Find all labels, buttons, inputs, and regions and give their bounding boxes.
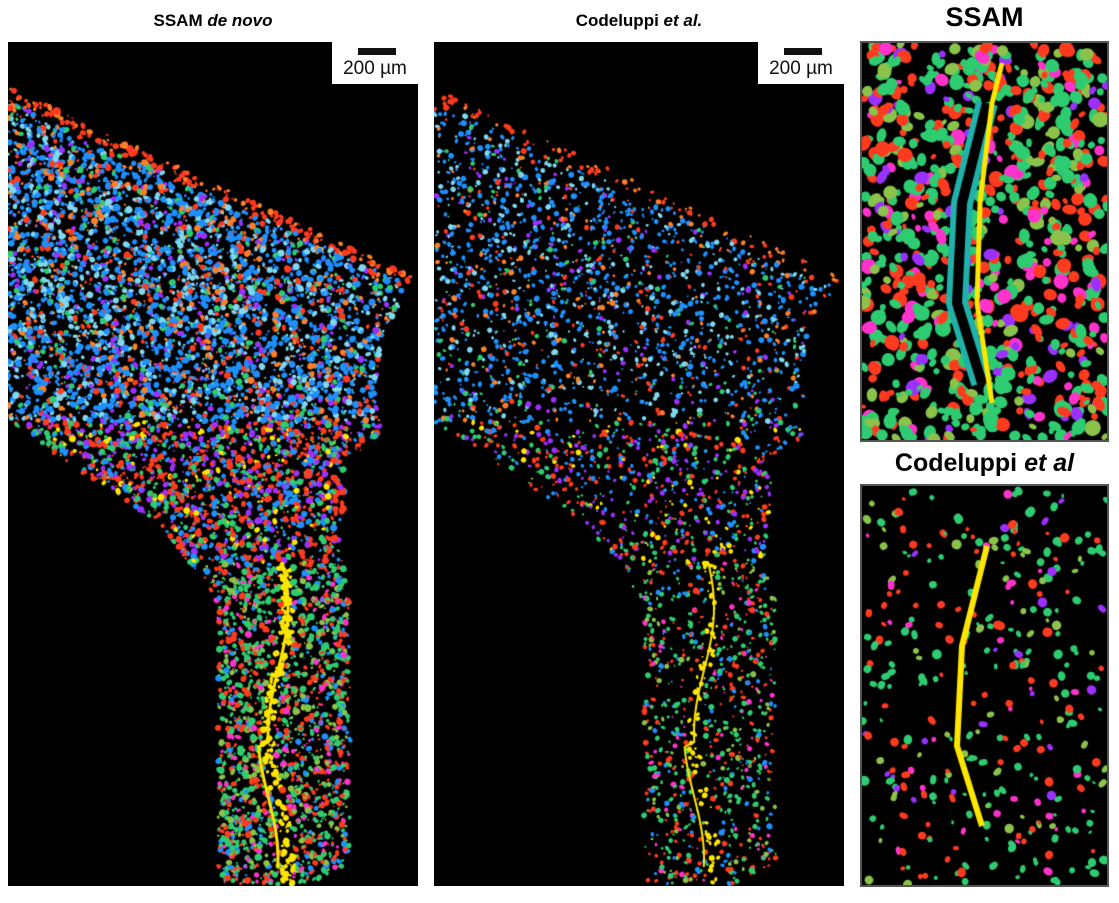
title-italic: et al xyxy=(1024,449,1075,477)
cell-type-map-image xyxy=(8,42,418,886)
title-text: SSAM xyxy=(153,11,208,30)
title-italic: de novo xyxy=(207,11,273,30)
panel4-title: Codeluppi et al xyxy=(861,449,1108,478)
scale-bar: 200 µm xyxy=(756,42,844,86)
scale-bar-label: 200 µm xyxy=(769,58,833,79)
cell-type-map-image xyxy=(434,42,844,886)
scale-bar-label: 200 µm xyxy=(343,58,407,79)
zoomed-cell-map-image xyxy=(862,43,1107,440)
title-text: Codeluppi xyxy=(894,449,1025,477)
codeluppi-map: 200 µm xyxy=(434,42,844,886)
title-italic: et al. xyxy=(663,11,703,30)
zoomed-cell-map-image xyxy=(862,486,1107,885)
panel3-title: SSAM xyxy=(861,2,1108,33)
scale-bar: 200 µm xyxy=(330,42,418,86)
panel2-title: Codeluppi et al. xyxy=(434,11,844,31)
ssam-de-novo-map: 200 µm xyxy=(8,42,418,886)
title-text: Codeluppi xyxy=(575,11,664,30)
panel1-title: SSAM de novo xyxy=(8,11,418,31)
ssam-zoom-inset xyxy=(862,43,1107,440)
scale-bar-line xyxy=(784,48,822,55)
title-text: SSAM xyxy=(945,2,1024,32)
codeluppi-zoom-inset xyxy=(862,486,1107,885)
scale-bar-line xyxy=(358,48,396,55)
